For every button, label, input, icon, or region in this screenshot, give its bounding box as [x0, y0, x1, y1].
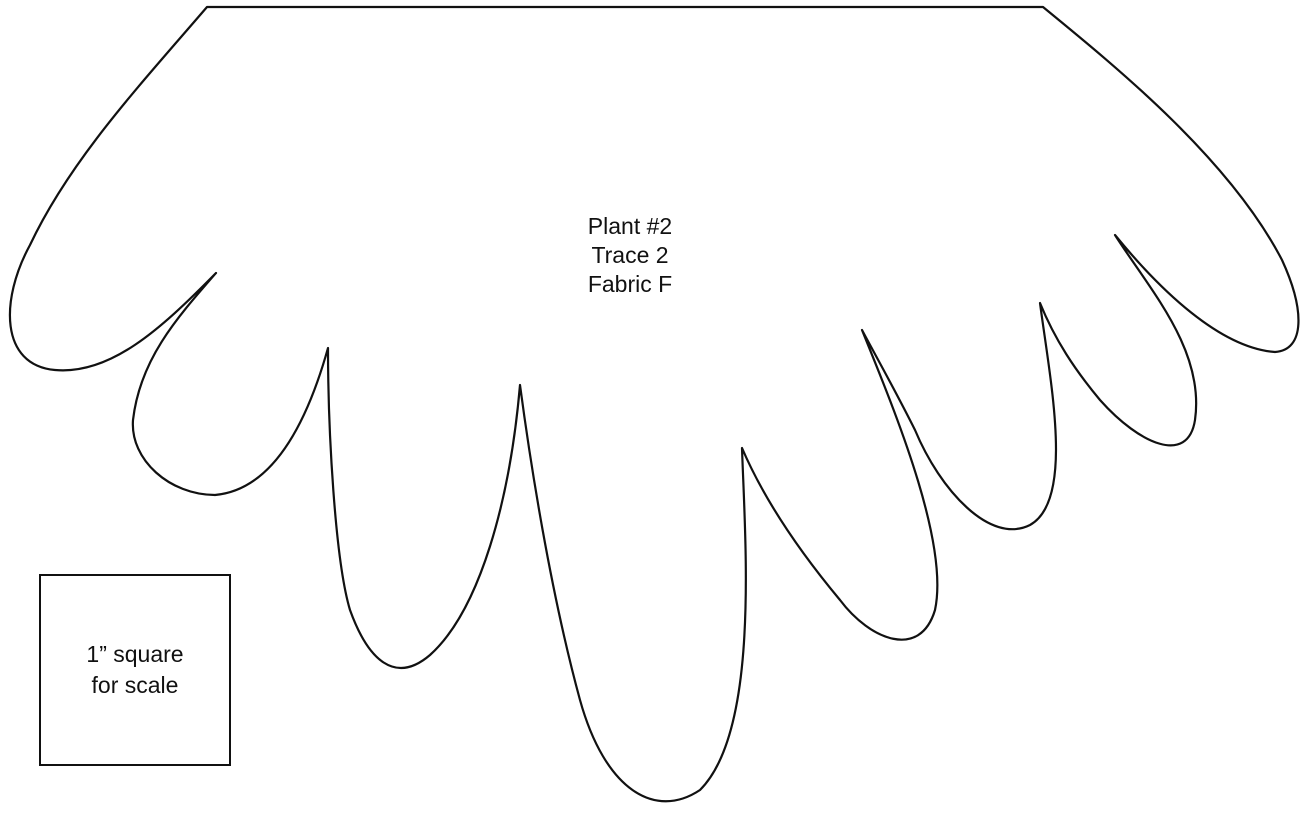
fabric-label: Fabric F — [587, 271, 673, 297]
plant-name-label: Plant #2 — [587, 213, 673, 239]
scale-square-line1: 1” square — [86, 641, 184, 667]
trace-label: Trace 2 — [591, 242, 669, 268]
pattern-label: Plant #2 Trace 2 Fabric F — [520, 212, 740, 299]
scale-square-line2: for scale — [91, 672, 179, 698]
scale-square: 1” square for scale — [39, 574, 231, 766]
leaf-outline — [8, 5, 1300, 803]
